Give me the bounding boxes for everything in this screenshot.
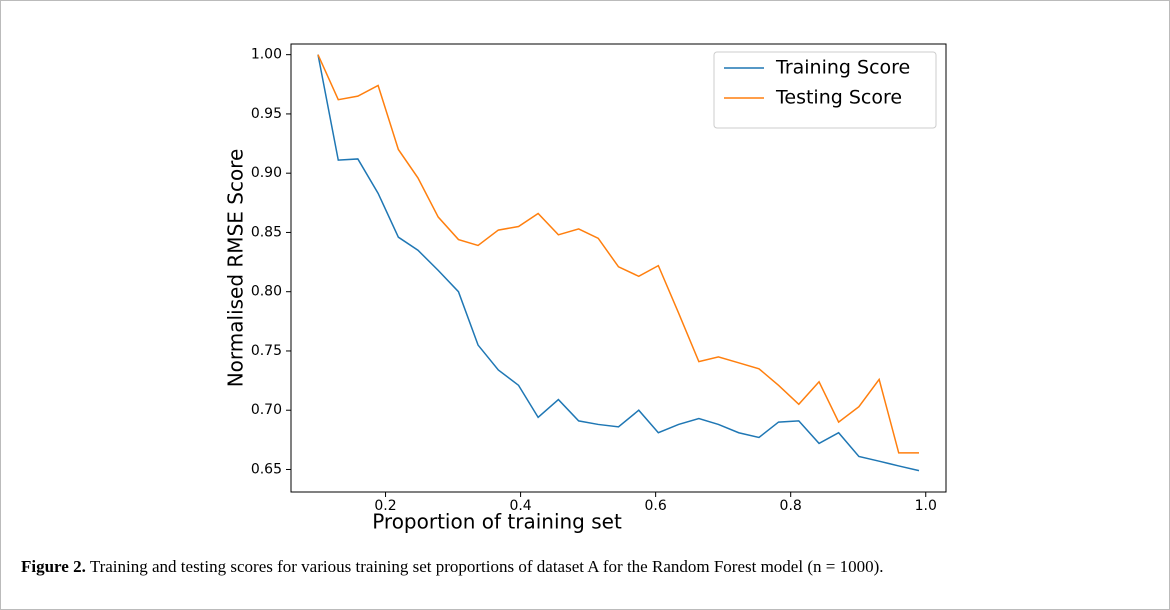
line [317, 54, 920, 472]
y-tick-label: 0.85 [251, 224, 282, 240]
legend-box [713, 51, 937, 129]
caption-label: Figure 2. [21, 557, 86, 576]
y-axis-label: Normalised RMSE Score [224, 149, 248, 388]
y-tick-label: 1.00 [251, 47, 282, 63]
y-tick-label: 0.65 [251, 461, 282, 477]
plot-frame [290, 43, 947, 493]
chart: Proportion of training set Normalised RM… [224, 43, 947, 534]
legend-label: Training Score [775, 57, 910, 79]
caption: Figure 2. Training and testing scores fo… [21, 557, 883, 577]
caption-text: Training and testing scores for various … [89, 557, 884, 576]
legend-label: Testing Score [775, 87, 902, 109]
x-tick-label: 0.2 [374, 498, 396, 514]
y-tick-label: 0.75 [251, 343, 282, 359]
x-tick-label: 0.6 [645, 498, 667, 514]
x-axis-label: Proportion of training set [372, 510, 622, 534]
x-tick-label: 0.8 [780, 498, 802, 514]
x-tick-label: 0.4 [509, 498, 531, 514]
x-tick-label: 1.0 [915, 498, 937, 514]
y-tick-label: 0.90 [251, 165, 282, 181]
y-tick-label: 0.95 [251, 106, 282, 122]
y-tick-label: 0.70 [251, 402, 282, 418]
line [317, 54, 919, 454]
y-tick-label: 0.80 [251, 284, 282, 300]
